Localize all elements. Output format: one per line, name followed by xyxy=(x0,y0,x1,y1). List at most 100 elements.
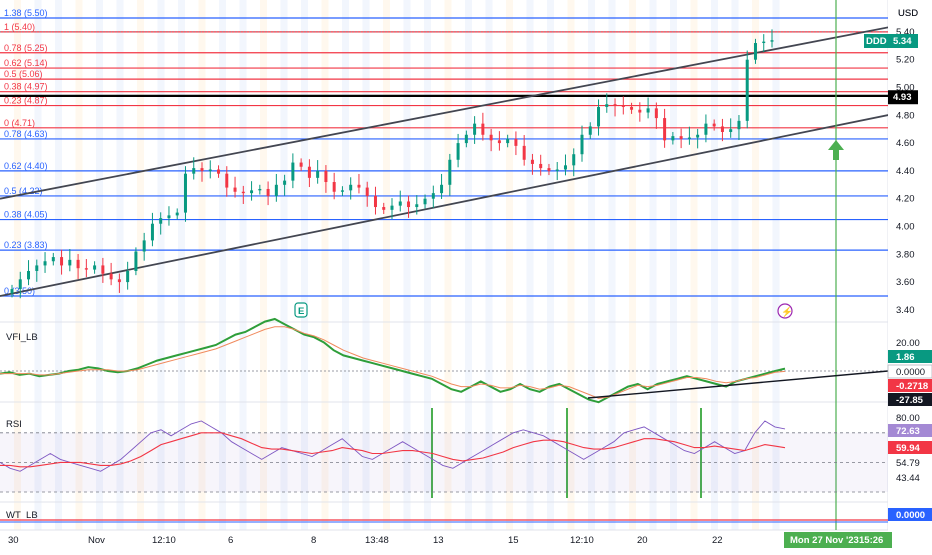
candle-body xyxy=(332,182,336,192)
candle-body xyxy=(423,198,427,205)
candle-body xyxy=(142,240,146,252)
candle-body xyxy=(539,163,543,169)
candle-body xyxy=(51,257,55,262)
fib-label: 0 (3.50) xyxy=(4,286,35,296)
candle-body xyxy=(481,123,485,135)
time-tick-label: 22 xyxy=(712,535,723,546)
candle-body xyxy=(373,195,377,208)
candle-body xyxy=(605,104,609,107)
candle-body xyxy=(407,201,411,208)
rsi-tag xyxy=(888,441,932,454)
symbol-tag-label: DDD xyxy=(866,36,887,47)
candle-body xyxy=(382,207,386,210)
fib-label: 0.78 (5.25) xyxy=(4,43,48,53)
candle-body xyxy=(753,43,757,60)
candle-body xyxy=(530,159,534,164)
candle-body xyxy=(167,215,171,219)
time-tick-label: 13 xyxy=(433,535,444,546)
candle-body xyxy=(60,257,64,266)
candle-body xyxy=(588,126,592,135)
candle-body xyxy=(440,184,444,194)
fib-label: 0.38 (4.97) xyxy=(4,82,48,92)
session-stripes xyxy=(0,0,932,531)
currency-label: USD xyxy=(898,8,918,19)
candle-body xyxy=(217,169,221,174)
vfi-tag xyxy=(888,379,932,392)
candle-body xyxy=(514,138,518,146)
session-stripe xyxy=(772,0,780,530)
channel-lower-line xyxy=(0,111,901,297)
candle-body xyxy=(646,108,650,113)
price-axis[interactable]: USD 5.40 5.20 5.00 4.80 4.60 4.40 4.20 4.00 3.80 3… xyxy=(864,0,932,550)
session-stripe xyxy=(55,0,62,530)
rsi-pane[interactable]: RSI xyxy=(0,419,888,493)
time-tick-label: 12:10 xyxy=(570,535,594,546)
candle-body xyxy=(84,268,88,270)
fib-label: 0.5 (4.22) xyxy=(4,186,43,196)
session-stripe xyxy=(239,0,247,530)
time-axis[interactable]: 30 Nov 12:10 6 8 13:48 13 15 12:10 20 22 Mon 27 Nov… xyxy=(8,532,892,548)
session-stripe xyxy=(465,0,472,530)
dividend-marker[interactable]: ⚡ xyxy=(777,303,793,319)
up-arrow-icon xyxy=(828,140,844,160)
session-stripe xyxy=(362,0,370,530)
price-tick-label: 5.20 xyxy=(896,55,915,66)
price-tick-label: 3.60 xyxy=(896,277,915,288)
candle-body xyxy=(200,168,204,171)
fib-label: 0.78 (4.63) xyxy=(4,129,48,139)
session-stripe xyxy=(14,0,21,530)
session-stripe xyxy=(260,0,267,530)
session-stripe xyxy=(670,0,677,530)
fib-label: 0.38 (4.05) xyxy=(4,210,48,220)
candle-body xyxy=(225,173,229,188)
candle-body xyxy=(316,170,320,178)
last-price-tag xyxy=(888,34,918,48)
session-stripe xyxy=(198,0,206,530)
crosshair-date-tag xyxy=(784,532,892,548)
candle-body xyxy=(117,279,121,283)
candle-body xyxy=(150,223,154,241)
candle-body xyxy=(340,190,344,192)
wt-pane[interactable]: WT_LB xyxy=(0,510,888,523)
candle-body xyxy=(365,187,369,196)
session-stripe xyxy=(219,0,226,530)
vfi-tick-label: 20.00 xyxy=(896,338,920,349)
time-tick-label: 13:48 xyxy=(365,535,389,546)
session-stripe xyxy=(526,0,534,530)
candle-body xyxy=(68,259,72,266)
candle-body xyxy=(349,184,353,191)
vfi-tag xyxy=(888,393,932,406)
candle-body xyxy=(398,201,402,206)
candle-body xyxy=(126,270,130,283)
rsi-tick-label: 54.79 xyxy=(896,458,920,469)
symbol-tag xyxy=(864,34,888,48)
session-stripe xyxy=(34,0,42,530)
crosshair-time-label: 15:26 xyxy=(859,535,883,546)
trend-channel[interactable] xyxy=(0,24,901,297)
rsi-tick-label: 72.63 xyxy=(896,426,920,437)
candle-body xyxy=(473,123,477,135)
candle-body xyxy=(630,106,634,110)
session-stripe xyxy=(629,0,636,530)
earnings-marker[interactable]: E xyxy=(294,302,308,318)
candle-body xyxy=(704,123,708,135)
session-stripe xyxy=(567,0,575,530)
wt-tick-label: 0.0000 xyxy=(896,510,925,521)
candle-body xyxy=(687,137,691,139)
fib-label: 0.5 (5.06) xyxy=(4,69,43,79)
candle-body xyxy=(737,120,741,130)
candle-body xyxy=(10,289,14,294)
candle-body xyxy=(522,145,526,160)
price-tag xyxy=(888,90,918,105)
dividend-label: ⚡ xyxy=(781,306,793,318)
rsi-tick-label: 59.94 xyxy=(896,443,920,454)
candle-body xyxy=(497,140,501,144)
event-markers[interactable]: E ⚡ xyxy=(294,302,793,319)
candle-body xyxy=(283,180,287,185)
vfi-tick-label: 0.0000 xyxy=(896,367,925,378)
session-stripe xyxy=(383,0,390,530)
vfi-pane[interactable]: VFI_LB xyxy=(0,317,889,404)
price-tick-label: 4.80 xyxy=(896,110,915,121)
